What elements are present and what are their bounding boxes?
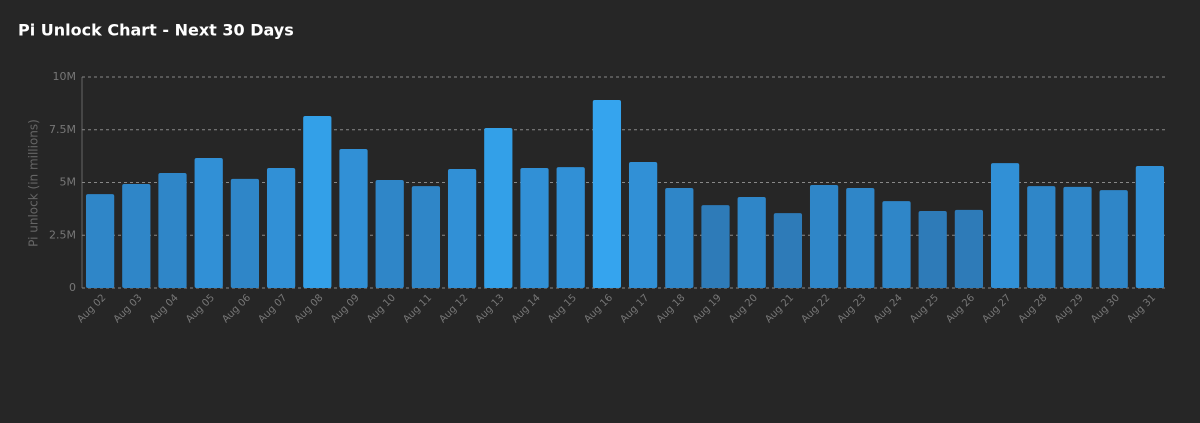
bar <box>411 186 441 288</box>
bar <box>266 167 296 288</box>
y-tick-label: 0 <box>69 281 76 294</box>
bar <box>520 167 549 288</box>
bar <box>809 185 839 288</box>
bar <box>556 167 585 288</box>
y-axis-label: Pi unlock (in millions) <box>27 119 41 247</box>
bar <box>628 162 658 288</box>
bar <box>665 187 694 288</box>
bar <box>773 213 803 288</box>
bar <box>339 148 368 288</box>
bar <box>1099 190 1128 288</box>
bar <box>1135 166 1165 288</box>
bar <box>701 205 730 288</box>
bar <box>1027 186 1056 288</box>
bar <box>375 179 404 288</box>
bar <box>85 194 115 288</box>
bar <box>592 99 622 289</box>
y-tick-label: 5M <box>60 176 77 189</box>
bar <box>737 197 766 288</box>
bar <box>158 173 187 288</box>
bar <box>194 158 223 288</box>
bar <box>1063 186 1092 288</box>
bar <box>990 163 1020 288</box>
chart-title: Pi Unlock Chart - Next 30 Days <box>18 21 294 40</box>
bar <box>954 209 984 288</box>
bar <box>447 168 477 288</box>
bar <box>484 128 513 288</box>
bar <box>882 201 911 288</box>
bar <box>846 187 875 288</box>
y-tick-label: 7.5M <box>49 123 76 136</box>
bar <box>122 183 151 288</box>
bar <box>230 178 260 288</box>
y-tick-label: 2.5M <box>49 228 76 241</box>
bar <box>918 210 947 288</box>
bar <box>303 116 332 288</box>
y-tick-label: 10M <box>53 70 77 83</box>
